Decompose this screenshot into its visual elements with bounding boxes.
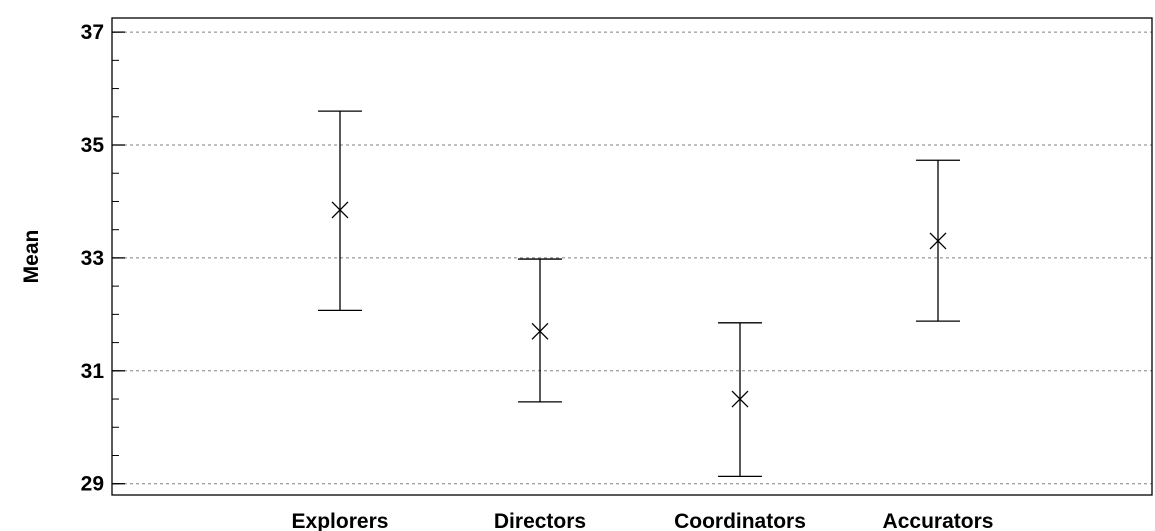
x-axis-labels: Explorers Directors Coordinators Accurators (292, 510, 994, 531)
x-tick-label-explorers: Explorers (292, 510, 389, 531)
y-tick-label: 31 (81, 360, 105, 383)
grid-lines (112, 31, 1152, 485)
y-tick-label: 33 (81, 247, 104, 270)
y-tick-label: 37 (81, 21, 104, 44)
y-tick-label: 35 (81, 134, 105, 157)
y-tick-label: 29 (81, 473, 104, 496)
x-tick-label-accurators: Accurators (883, 510, 994, 531)
plot-frame (111, 17, 1153, 496)
x-tick-label-coordinators: Coordinators (674, 510, 806, 531)
mean-marker-accurators (929, 232, 947, 250)
x-tick-label-directors: Directors (494, 510, 586, 531)
mean-marker-coordinators (731, 390, 749, 408)
mean-marker-explorers (331, 201, 349, 219)
y-axis: 29 31 33 35 37 (81, 21, 125, 496)
y-axis-title: Mean (20, 230, 43, 284)
interval-marks (318, 110, 960, 478)
mean-marker-directors (531, 322, 549, 340)
